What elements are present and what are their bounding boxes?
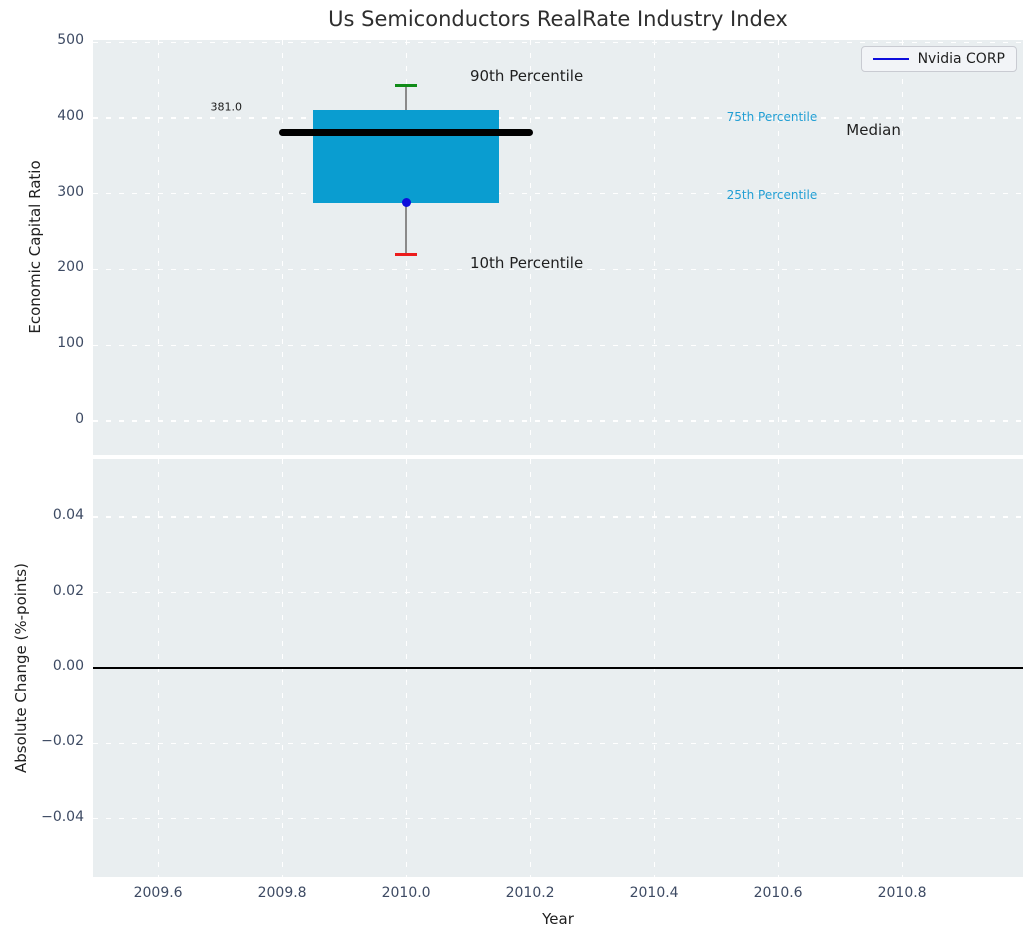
y-tick-label: 100	[57, 335, 84, 352]
y-tick-label: 300	[57, 183, 84, 200]
y-tick-label: −0.04	[41, 808, 84, 825]
p10-cap	[394, 252, 418, 256]
p90-label: 90th Percentile	[469, 67, 584, 86]
x-tick-label: 2010.2	[505, 885, 555, 901]
p75-label: 75th Percentile	[726, 110, 818, 125]
legend: Nvidia CORP	[860, 46, 1017, 72]
company-dot	[401, 198, 411, 208]
p90-cap	[394, 83, 418, 87]
gridline	[93, 818, 1023, 820]
x-tick-label: 2010.8	[877, 885, 927, 901]
gridline	[93, 591, 1023, 594]
x-tick-label: 2010.6	[753, 885, 803, 901]
gridline	[529, 40, 531, 455]
gridline	[157, 40, 159, 455]
median-label: Median	[846, 121, 901, 140]
p25-label: 25th Percentile	[726, 188, 818, 203]
gridline	[281, 40, 283, 455]
legend-line-icon	[872, 58, 909, 60]
iqr-box	[313, 110, 500, 203]
x-tick-label: 2009.6	[133, 885, 183, 901]
gridline	[93, 193, 1023, 195]
y-tick-label: 0	[75, 410, 84, 427]
gridline	[93, 344, 1023, 346]
legend-label: Nvidia CORP	[917, 51, 1005, 67]
gridline	[777, 40, 779, 455]
y-tick-label: 500	[57, 32, 84, 49]
gridline	[93, 268, 1023, 271]
y-tick-label: 0.02	[52, 582, 84, 599]
zero-line	[93, 667, 1023, 669]
gridline	[93, 742, 1023, 745]
y-tick-label: 400	[57, 108, 84, 124]
y-tick-label: 0.00	[52, 658, 84, 674]
x-tick-label: 2010.0	[381, 885, 431, 901]
p10-label: 10th Percentile	[469, 254, 584, 273]
median-line	[279, 128, 534, 136]
gridline	[93, 420, 1023, 422]
y-tick-label: 0.04	[52, 507, 84, 524]
x-tick-label: 2010.4	[629, 885, 679, 901]
chart-title: Us Semiconductors RealRate Industry Inde…	[328, 7, 788, 31]
x-axis-label: Year	[542, 910, 574, 928]
y-tick-label: 200	[57, 259, 84, 276]
y-tick-label: −0.02	[41, 733, 84, 750]
plot-area	[93, 40, 1023, 455]
median-value-label: 381.0	[210, 100, 243, 114]
gridline	[93, 117, 1023, 119]
gridline	[93, 516, 1023, 518]
gridline	[901, 40, 903, 455]
x-tick-label: 2009.8	[257, 885, 307, 901]
gridline	[653, 40, 655, 455]
gridline	[93, 41, 1023, 43]
